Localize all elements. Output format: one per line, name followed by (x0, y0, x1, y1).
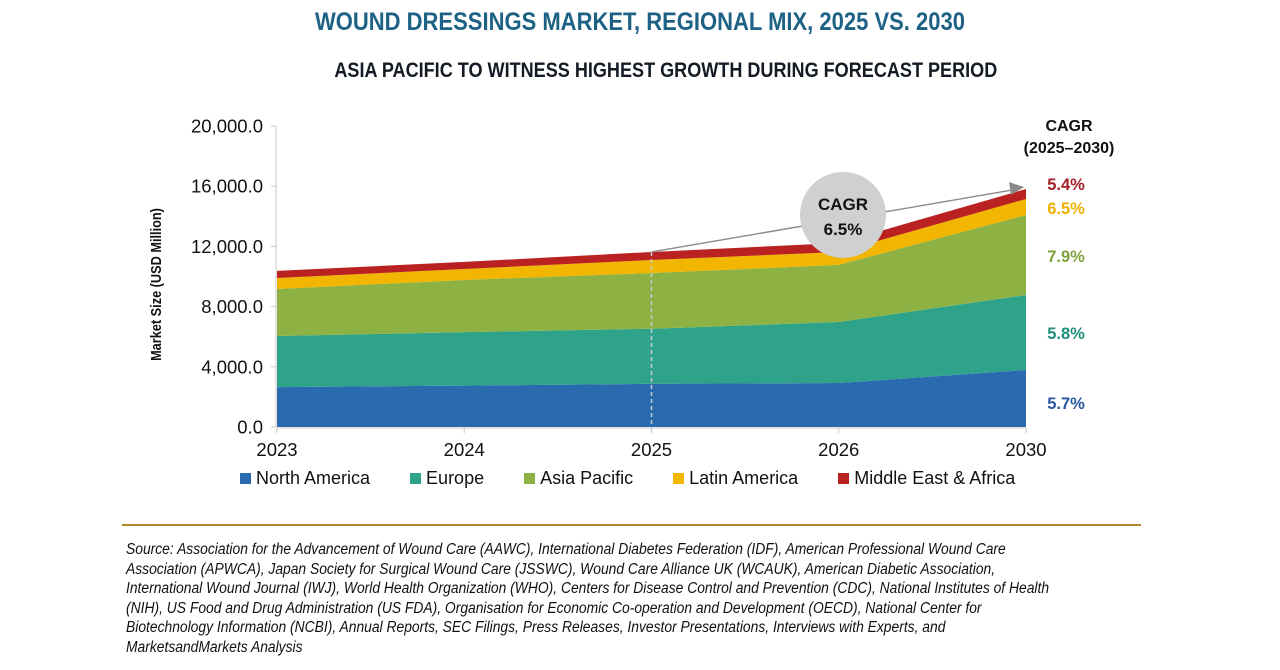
area-north-america (277, 369, 1026, 427)
cagr-value-europe: 5.8% (1047, 325, 1085, 343)
legend-swatch (838, 473, 850, 484)
y-tick-label: 4,000.0 (201, 356, 263, 377)
cagr-arrow-head (1009, 182, 1024, 196)
area-europe (277, 295, 1026, 388)
legend: North America Europe Asia Pacific Latin Ame… (240, 468, 1055, 489)
legend-item: North America (240, 468, 370, 489)
y-tick-label: 12,000.0 (191, 236, 263, 257)
y-tick-label: 8,000.0 (201, 296, 263, 317)
legend-swatch (524, 473, 536, 484)
cagr-value-asia-pacific: 7.9% (1047, 248, 1085, 266)
y-tick-label: 16,000.0 (191, 176, 263, 197)
cagr-value-latin-america: 6.5% (1047, 200, 1085, 218)
source-note: Source: Association for the Advancement … (126, 541, 1050, 656)
x-tick-label: 2024 (444, 439, 485, 460)
cagr-bubble-label: CAGR (818, 195, 868, 214)
legend-label: Europe (426, 468, 485, 488)
x-tick-label: 2025 (631, 439, 672, 460)
legend-item: Asia Pacific (524, 468, 633, 489)
y-tick-label: 20,000.0 (191, 116, 263, 137)
area-latin-america (277, 198, 1026, 289)
legend-item: Middle East & Africa (838, 468, 1015, 489)
chart-subtitle: ASIA PACIFIC TO WITNESS HIGHEST GROWTH D… (334, 59, 998, 82)
legend-swatch (240, 473, 251, 484)
x-tick-label: 2030 (1005, 439, 1046, 460)
chart-area: 0.0 4,000.0 8,000.0 12,000.0 16,000.0 20,000.… (147, 116, 1115, 461)
cagr-bubble (800, 172, 886, 258)
x-tick-label: 2026 (818, 439, 859, 460)
legend-item: Latin America (673, 468, 798, 489)
legend-label: Latin America (689, 468, 799, 488)
legend-swatch (673, 473, 685, 484)
legend-item: Europe (410, 468, 484, 489)
divider (122, 524, 1141, 526)
cagr-value-middle-east-africa: 5.4% (1047, 176, 1085, 194)
x-tick-label: 2023 (256, 439, 297, 460)
chart-title: WOUND DRESSINGS MARKET, REGIONAL MIX, 20… (315, 8, 965, 36)
cagr-bubble-value: 6.5% (824, 220, 863, 239)
legend-label: North America (256, 468, 371, 488)
y-axis-label: Market Size (USD Million) (147, 208, 164, 361)
y-tick-label: 0.0 (237, 417, 263, 438)
cagr-header: CAGR (1045, 118, 1093, 135)
cagr-value-north-america: 5.7% (1047, 395, 1085, 413)
cagr-period: (2025–2030) (1024, 140, 1115, 157)
legend-label: Middle East & Africa (854, 468, 1016, 488)
legend-label: Asia Pacific (540, 468, 634, 488)
legend-swatch (410, 473, 422, 484)
